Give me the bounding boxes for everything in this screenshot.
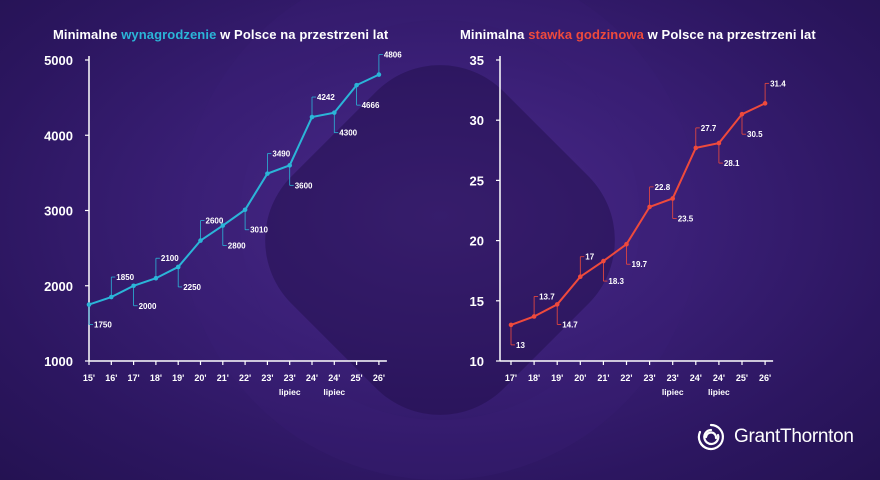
right-data-label: 13.7 [539,292,555,301]
left-x-tick-label: 26' [373,373,385,383]
right-data-label: 31.4 [770,79,786,88]
left-series-line [88,73,380,306]
grant-thornton-logo: GrantThornton [696,421,854,453]
left-data-label: 1750 [94,321,112,330]
right-x-tick-label: 24' [690,373,702,383]
left-x-tick-label: 16' [105,373,117,383]
left-x-tick-label: 21' [217,373,229,383]
left-x-sublabel: lipiec [279,387,301,397]
right-x-tick-label: 22' [620,373,632,383]
left-title-part-2: w Polsce na przestrzeni lat [216,27,389,42]
right-data-point [739,111,745,117]
right-title-part-1: Minimalna [460,27,529,42]
left-x-sublabel: lipiec [323,387,345,397]
right-title-highlight: stawka godzinowa [528,27,644,42]
right-x-tick-label: 20' [574,373,586,383]
right-x-tick-label: 24' [713,373,725,383]
left-x-tick-label: 23' [284,373,296,383]
left-data-point [109,294,114,300]
left-data-label: 4300 [339,129,357,138]
left-x-tick-label: 24' [306,373,318,383]
left-x-tick-label: 23' [261,373,273,383]
right-data-label: 17 [585,253,594,262]
left-data-label: 4242 [317,93,335,102]
left-data-label: 4666 [362,101,380,110]
right-x-sublabel: lipiec [708,387,730,397]
right-data-label: 13 [516,341,525,350]
right-title-part-2: w Polsce na przestrzeni lat [643,27,816,42]
right-data-label: 19.7 [632,260,648,269]
left-x-tick-label: 17' [128,373,140,383]
right-x-tick-label: 23' [644,373,656,383]
right-y-tick-label: 25 [470,173,484,188]
left-x-tick-label: 24' [328,373,340,383]
right-chart-title: Minimalna stawka godzinowa w Polsce na p… [460,27,816,42]
left-data-label: 4806 [384,51,402,60]
left-x-tick-label: 20' [194,373,206,383]
right-data-label: 28.1 [724,159,740,168]
right-data-point [578,274,583,280]
right-data-label: 27.7 [701,124,717,133]
left-x-tick-label: 25' [351,373,363,383]
right-y-tick-label: 30 [470,113,484,128]
left-data-label: 2600 [206,217,224,226]
left-data-point [153,275,159,281]
left-y-tick-label: 2000 [44,279,73,294]
right-data-point [531,314,537,319]
left-data-label: 3490 [272,150,290,159]
right-x-tick-label: 18' [528,373,540,383]
left-x-tick-label: 18' [150,373,162,383]
right-x-tick-label: 25' [736,373,748,383]
left-y-tick-label: 3000 [44,204,73,219]
left-data-label: 3600 [295,181,313,190]
left-data-label: 2000 [139,302,157,311]
right-y-tick-label: 20 [470,234,484,249]
right-x-tick-label: 19' [551,373,563,383]
left-title-part-1: Minimalne [53,27,122,42]
left-x-tick-label: 15' [83,373,95,383]
left-data-label: 3010 [250,226,268,235]
right-data-label: 18.3 [608,277,624,286]
right-x-tick-label: 17' [505,373,517,383]
right-series-line [510,102,766,326]
right-x-sublabel: lipiec [662,387,684,397]
left-data-label: 2800 [228,242,246,251]
right-y-tick-label: 15 [470,294,484,309]
left-y-tick-label: 5000 [44,53,73,68]
right-data-label: 14.7 [562,320,578,329]
right-x-tick-label: 26' [759,373,771,383]
left-data-label: 1850 [116,273,134,282]
right-y-tick-label: 35 [470,53,484,68]
left-data-label: 2100 [161,254,179,263]
left-chart-title: Minimalne wynagrodzenie w Polsce na prze… [53,27,388,42]
left-title-highlight: wynagrodzenie [121,27,217,42]
right-data-label: 23.5 [678,214,694,223]
right-x-tick-label: 21' [597,373,609,383]
right-y-tick-label: 10 [470,354,484,369]
left-x-tick-label: 22' [239,373,251,383]
left-y-tick-label: 1000 [44,354,73,369]
brand-name: GrantThornton [734,426,854,447]
left-data-label: 2250 [183,283,201,292]
right-data-label: 22.8 [655,183,671,192]
right-data-label: 30.5 [747,130,763,139]
right-x-tick-label: 23' [667,373,679,383]
left-x-tick-label: 19' [172,373,184,383]
grant-thornton-swirl-icon [697,423,724,451]
left-y-tick-label: 4000 [44,128,73,143]
